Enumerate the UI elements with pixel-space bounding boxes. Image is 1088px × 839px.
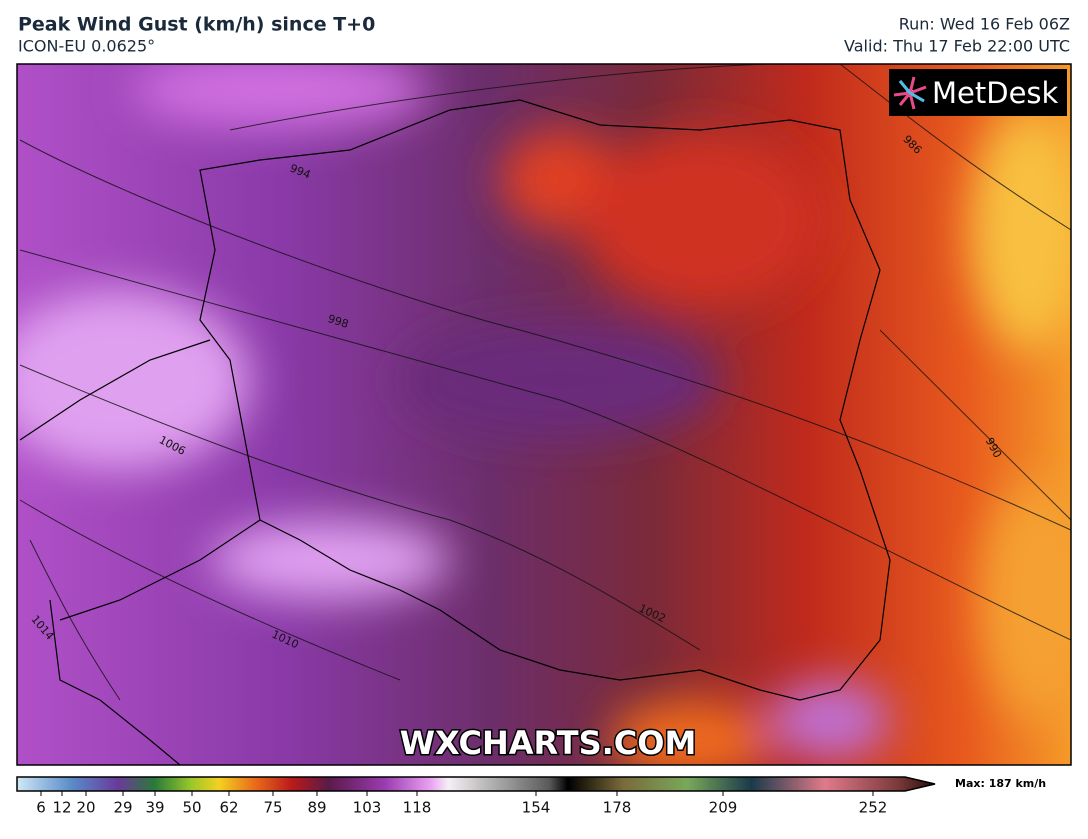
colorbar-tick-label: 252 xyxy=(859,799,888,817)
colorbar-tick-label: 62 xyxy=(219,799,238,817)
colorbar-tick-label: 20 xyxy=(76,799,95,817)
colorbar-tick-label: 209 xyxy=(709,799,738,817)
max-label: Max: 187 km/h xyxy=(955,777,1046,790)
colorbar-tick-label: 12 xyxy=(52,799,71,817)
colorbar xyxy=(16,776,936,792)
colorbar-tick-label: 50 xyxy=(182,799,201,817)
colorbar-tick-label: 178 xyxy=(603,799,632,817)
subtitle: ICON-EU 0.0625° xyxy=(18,37,155,56)
colorbar-tick-label: 118 xyxy=(403,799,432,817)
colorbar-tick-label: 6 xyxy=(36,799,46,817)
valid-time: Valid: Thu 17 Feb 22:00 UTC xyxy=(844,37,1070,56)
colorbar-tick-label: 154 xyxy=(522,799,551,817)
colorbar-ticks: 6 12 20 29 39 50 62 75 89 103 118 154 178 209 252 xyxy=(36,791,887,817)
colorbar-tick-label: 75 xyxy=(263,799,282,817)
watermark: WXCHARTS.COM xyxy=(400,724,697,762)
colorbar-tick-label: 89 xyxy=(307,799,326,817)
isobar-label: 998 xyxy=(326,312,350,331)
run-time: Run: Wed 16 Feb 06Z xyxy=(899,15,1070,34)
title: Peak Wind Gust (km/h) since T+0 xyxy=(18,14,375,36)
logo: MetDesk xyxy=(932,76,1059,110)
colorbar-tick-label: 103 xyxy=(353,799,382,817)
map-frame xyxy=(16,63,1072,766)
colorbar-tick-label: 29 xyxy=(113,799,132,817)
colorbar-tick-label: 39 xyxy=(145,799,164,817)
